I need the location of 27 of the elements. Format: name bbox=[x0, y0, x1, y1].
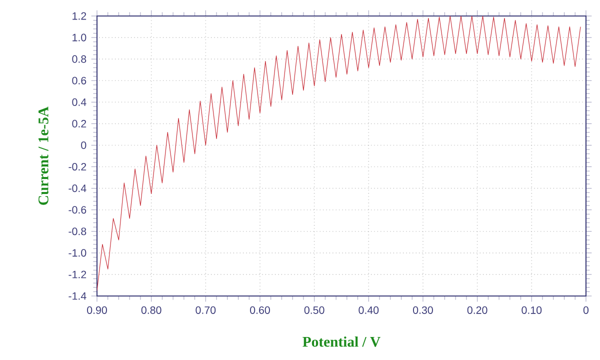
x-tick-label: 0.70 bbox=[196, 306, 216, 314]
y-tick-label: -1.0 bbox=[68, 249, 86, 257]
x-tick-label: 0.50 bbox=[304, 306, 324, 314]
y-tick-label: -0.4 bbox=[68, 184, 86, 192]
x-tick-label: 0.10 bbox=[522, 306, 542, 314]
line-series bbox=[97, 16, 581, 291]
x-tick-label: 0.60 bbox=[250, 306, 270, 314]
y-tick-label: 1.0 bbox=[72, 34, 86, 42]
y-tick-label: 0 bbox=[81, 141, 86, 149]
x-tick-label: 0 bbox=[583, 306, 589, 314]
x-axis-title: Potential / V bbox=[302, 336, 380, 347]
x-tick-label: 0.30 bbox=[413, 306, 433, 314]
x-tick-label: 0.80 bbox=[141, 306, 162, 314]
y-tick-label: -0.2 bbox=[68, 162, 86, 171]
y-tick-label: 0.4 bbox=[72, 98, 86, 106]
x-tick-label: 0.90 bbox=[87, 306, 107, 314]
y-tick-label: -0.6 bbox=[68, 206, 86, 214]
x-tick-label: 0.20 bbox=[467, 306, 488, 314]
y-tick-label: 0.8 bbox=[72, 55, 86, 63]
y-tick-label: 0.2 bbox=[72, 120, 86, 128]
y-tick-label: -0.8 bbox=[68, 228, 86, 236]
y-tick-label: -1.2 bbox=[68, 270, 86, 278]
x-tick-label: 0.40 bbox=[358, 306, 379, 314]
y-tick-label: 0.6 bbox=[72, 76, 86, 84]
y-axis-title: Current / 1e-5A bbox=[38, 106, 48, 205]
y-tick-label: 1.2 bbox=[72, 12, 86, 20]
y-tick-label: -1.4 bbox=[68, 292, 86, 300]
